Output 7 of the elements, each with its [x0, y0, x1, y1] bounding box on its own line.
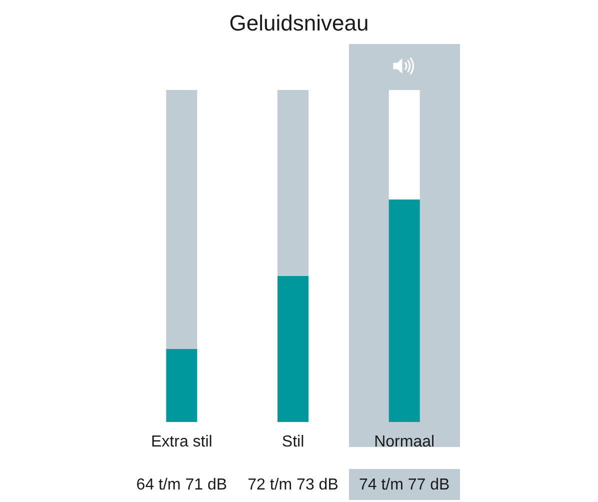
text: 64 t/m 71 dB [136, 476, 228, 494]
text: 74 t/m 77 dB [358, 476, 450, 494]
x-tick-label: Extra stil [150, 434, 212, 450]
x-tick-label: Stil [282, 434, 304, 450]
chart-title: Geluidsniveau [229, 10, 369, 36]
x-tick-label: Normaal [374, 434, 435, 450]
text: 72 t/m 73 dB [248, 476, 338, 494]
